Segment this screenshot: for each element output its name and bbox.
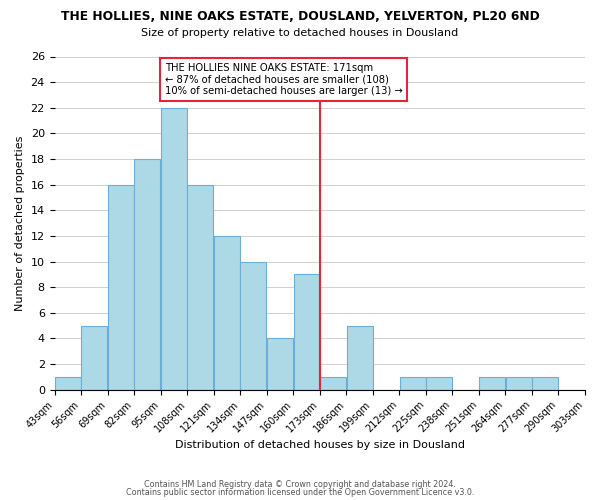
Bar	[134, 159, 160, 390]
Bar	[108, 184, 134, 390]
Bar	[479, 377, 505, 390]
Bar	[82, 326, 107, 390]
Bar	[293, 274, 319, 390]
Bar	[400, 377, 425, 390]
Text: THE HOLLIES NINE OAKS ESTATE: 171sqm
← 87% of detached houses are smaller (108)
: THE HOLLIES NINE OAKS ESTATE: 171sqm ← 8…	[165, 63, 403, 96]
Text: THE HOLLIES, NINE OAKS ESTATE, DOUSLAND, YELVERTON, PL20 6ND: THE HOLLIES, NINE OAKS ESTATE, DOUSLAND,…	[61, 10, 539, 23]
Bar	[55, 377, 81, 390]
Y-axis label: Number of detached properties: Number of detached properties	[15, 136, 25, 311]
Text: Contains HM Land Registry data © Crown copyright and database right 2024.: Contains HM Land Registry data © Crown c…	[144, 480, 456, 489]
Bar	[187, 184, 214, 390]
Bar	[320, 377, 346, 390]
Bar	[241, 262, 266, 390]
Bar	[267, 338, 293, 390]
Text: Contains public sector information licensed under the Open Government Licence v3: Contains public sector information licen…	[126, 488, 474, 497]
Bar	[161, 108, 187, 390]
Bar	[347, 326, 373, 390]
Bar	[506, 377, 532, 390]
Bar	[214, 236, 240, 390]
Bar	[426, 377, 452, 390]
X-axis label: Distribution of detached houses by size in Dousland: Distribution of detached houses by size …	[175, 440, 465, 450]
Bar	[532, 377, 558, 390]
Text: Size of property relative to detached houses in Dousland: Size of property relative to detached ho…	[142, 28, 458, 38]
